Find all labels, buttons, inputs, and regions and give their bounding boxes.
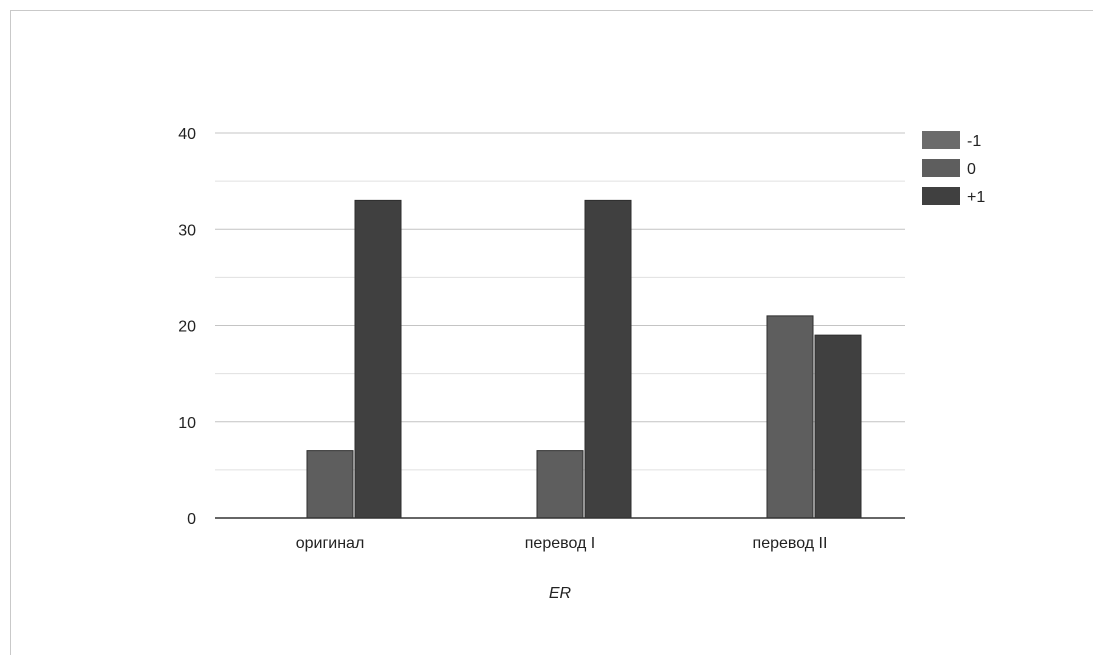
legend-swatch <box>922 159 960 177</box>
legend-label: 0 <box>967 161 976 178</box>
bars <box>306 199 862 519</box>
y-axis-ticks: 0 10 20 30 40 <box>178 126 196 528</box>
y-tick-label: 0 <box>187 511 196 528</box>
y-tick-label: 40 <box>178 126 196 143</box>
legend-label: +1 <box>967 189 985 206</box>
y-tick-label: 20 <box>178 319 196 336</box>
y-tick-label: 30 <box>178 222 196 239</box>
legend-swatch <box>922 187 960 205</box>
x-tick-label: перевод II <box>753 535 828 552</box>
x-tick-label: оригинал <box>296 535 365 552</box>
bar <box>536 450 584 519</box>
x-axis-categories: оригинал перевод I перевод II <box>296 535 828 552</box>
bar <box>766 315 814 519</box>
bar <box>354 199 402 519</box>
bar <box>814 334 862 519</box>
legend-swatch <box>922 131 960 149</box>
bar <box>306 450 354 519</box>
y-tick-label: 10 <box>178 415 196 432</box>
legend: -1 0 +1 <box>922 131 985 206</box>
x-axis-label: ER <box>549 585 572 602</box>
chart-frame <box>10 10 1093 655</box>
legend-label: -1 <box>967 133 981 150</box>
bar <box>584 199 632 519</box>
x-tick-label: перевод I <box>525 535 595 552</box>
